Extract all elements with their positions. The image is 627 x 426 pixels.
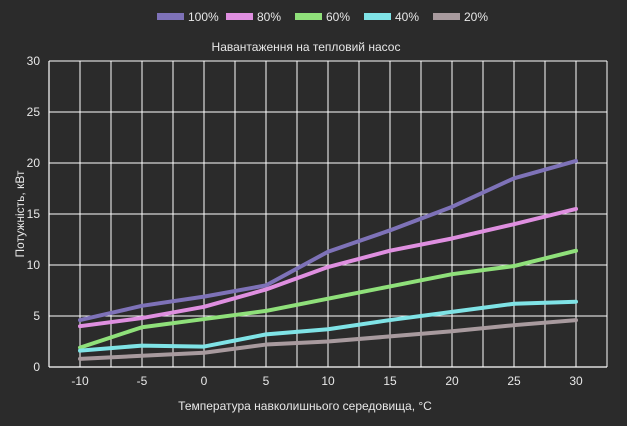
x-tick-label: -10 (71, 374, 89, 388)
y-tick-label: 0 (33, 360, 40, 374)
legend-label: 80% (257, 10, 281, 24)
legend-item: 40% (364, 10, 419, 24)
x-tick-label: 10 (321, 374, 335, 388)
x-axis-title: Температура навколишнього середовища, °C (178, 399, 432, 413)
x-tick-label: 30 (569, 374, 583, 388)
legend-swatch (226, 13, 253, 20)
legend-item: 80% (226, 10, 281, 24)
legend-swatch (157, 13, 184, 20)
y-tick-label: 25 (27, 105, 41, 119)
y-tick-label: 10 (27, 258, 41, 272)
y-tick-label: 15 (27, 207, 41, 221)
series-layer (78, 158, 578, 361)
x-tick-label: 0 (201, 374, 208, 388)
x-tick-label: 20 (445, 374, 459, 388)
legend-swatch (295, 13, 322, 20)
y-tick-label: 20 (27, 156, 41, 170)
legend-label: 40% (395, 10, 419, 24)
legend-swatch (364, 13, 391, 20)
legend-item: 20% (433, 10, 488, 24)
y-axis-title: Потужність, кВт (13, 170, 27, 257)
y-tick-labels: 0 5 10 15 20 25 30 (27, 54, 41, 374)
y-tick-label: 5 (33, 309, 40, 323)
x-tick-label: 25 (507, 374, 521, 388)
legend: 100% 80% 60% 40% 20% (157, 10, 488, 24)
x-tick-label: -5 (137, 374, 148, 388)
x-tick-label: 15 (383, 374, 397, 388)
legend-item: 60% (295, 10, 350, 24)
chart-title: Навантаження на тепловий насос (212, 40, 401, 54)
legend-label: 60% (326, 10, 350, 24)
legend-item: 100% (157, 10, 219, 24)
x-tick-labels: -10 -5 0 5 10 15 20 25 30 (71, 374, 583, 388)
legend-label: 20% (464, 10, 488, 24)
x-tick-label: 5 (263, 374, 270, 388)
legend-swatch (433, 13, 460, 20)
legend-label: 100% (188, 10, 219, 24)
y-tick-label: 30 (27, 54, 41, 68)
axes (48, 61, 607, 368)
